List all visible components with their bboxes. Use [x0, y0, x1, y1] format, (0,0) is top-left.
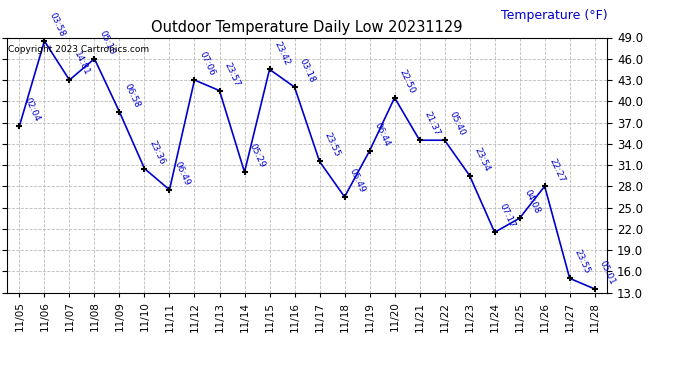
- Text: 06:49: 06:49: [172, 160, 191, 187]
- Text: 05:40: 05:40: [447, 110, 466, 137]
- Text: 05:29: 05:29: [247, 142, 266, 169]
- Title: Outdoor Temperature Daily Low 20231129: Outdoor Temperature Daily Low 20231129: [151, 20, 463, 35]
- Text: 05:49: 05:49: [347, 167, 366, 194]
- Text: Temperature (°F): Temperature (°F): [500, 9, 607, 22]
- Text: 04:08: 04:08: [522, 188, 542, 215]
- Text: 14:81: 14:81: [72, 50, 91, 77]
- Text: 06:58: 06:58: [122, 82, 141, 109]
- Text: 02:04: 02:04: [22, 96, 41, 123]
- Text: 22:50: 22:50: [397, 68, 416, 95]
- Text: 23:54: 23:54: [473, 146, 491, 173]
- Text: 07:06: 07:06: [197, 50, 217, 77]
- Text: 06:44: 06:44: [373, 121, 391, 148]
- Text: 23:36: 23:36: [147, 139, 166, 166]
- Text: 05:10: 05:10: [97, 29, 117, 56]
- Text: Copyright 2023 Cartronics.com: Copyright 2023 Cartronics.com: [8, 45, 148, 54]
- Text: 21:37: 21:37: [422, 110, 442, 137]
- Text: 03:18: 03:18: [297, 57, 317, 84]
- Text: 05:01: 05:01: [598, 259, 617, 286]
- Text: 23:55: 23:55: [573, 248, 591, 276]
- Text: 07:17: 07:17: [497, 202, 517, 229]
- Text: 23:57: 23:57: [222, 61, 242, 88]
- Text: 23:55: 23:55: [322, 132, 342, 159]
- Text: 03:58: 03:58: [47, 11, 66, 38]
- Text: 22:27: 22:27: [547, 156, 566, 183]
- Text: 23:42: 23:42: [273, 40, 291, 67]
